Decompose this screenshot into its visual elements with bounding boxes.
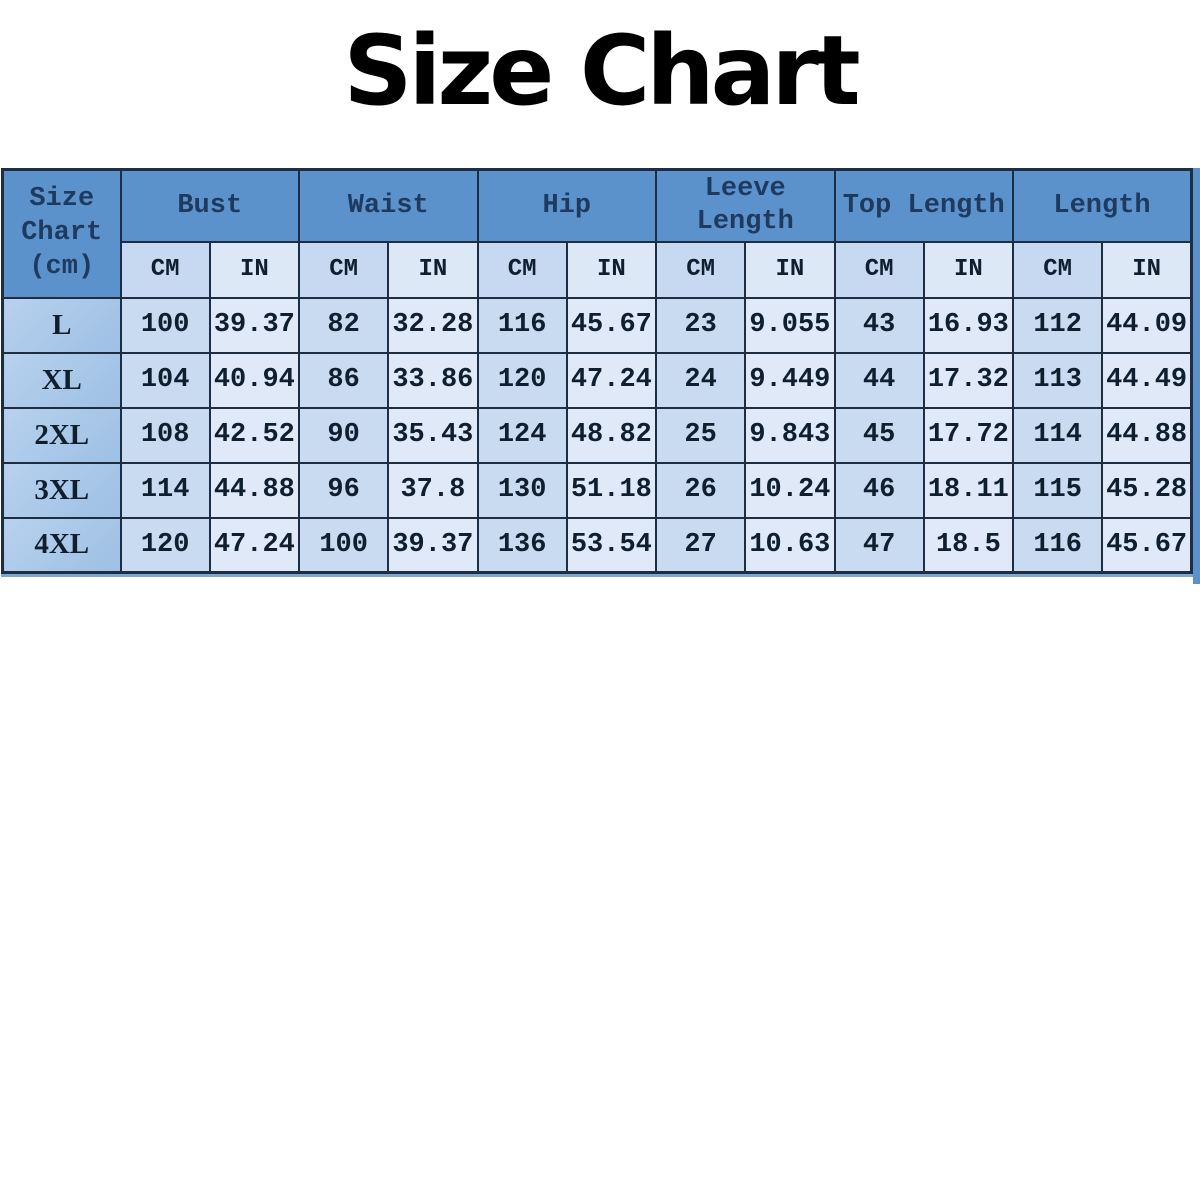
- data-cell: 96: [297, 461, 390, 519]
- table-units-row: CM IN CM IN CM IN CM IN CM IN CM IN: [3, 240, 1193, 299]
- data-cell: 40.94: [208, 351, 301, 409]
- unit-header-cm: CM: [833, 240, 925, 299]
- data-cell: 120: [119, 516, 211, 574]
- unit-header-in: IN: [208, 240, 301, 299]
- data-cell: 17.32: [922, 351, 1015, 409]
- data-cell: 35.43: [387, 406, 479, 464]
- data-cell: 23: [654, 296, 747, 354]
- unit-header-cm: CM: [654, 240, 747, 299]
- unit-header-cm: CM: [119, 240, 211, 299]
- data-cell: 46: [833, 461, 925, 519]
- data-cell: 116: [1011, 516, 1104, 574]
- data-cell: 43: [833, 296, 925, 354]
- data-cell: 47.24: [208, 516, 301, 574]
- data-cell: 44.49: [1101, 351, 1193, 409]
- data-cell: 18.5: [922, 516, 1015, 574]
- data-cell: 100: [119, 296, 211, 354]
- unit-header-cm: CM: [476, 240, 568, 299]
- unit-header-in: IN: [565, 240, 658, 299]
- data-cell: 9.843: [744, 406, 836, 464]
- data-cell: 130: [476, 461, 568, 519]
- page-title: Size Chart: [343, 15, 860, 127]
- data-cell: 33.86: [387, 351, 479, 409]
- data-cell: 9.449: [744, 351, 836, 409]
- data-cell: 45.67: [565, 296, 658, 354]
- data-cell: 44.88: [208, 461, 301, 519]
- data-cell: 120: [476, 351, 568, 409]
- data-cell: 124: [476, 406, 568, 464]
- data-cell: 82: [297, 296, 390, 354]
- data-cell: 44.88: [1101, 406, 1193, 464]
- size-label: 4XL: [1, 516, 122, 574]
- data-cell: 18.11: [922, 461, 1015, 519]
- data-cell: 47.24: [565, 351, 658, 409]
- data-cell: 42.52: [208, 406, 301, 464]
- table-row-2xl: 2XL 108 42.52 90 35.43 124 48.82 25 9.84…: [1, 406, 1193, 464]
- data-cell: 114: [1011, 406, 1104, 464]
- size-chart-table: Size Chart (cm) Bust Waist Hip Leeve Len…: [1, 168, 1193, 574]
- corner-header-size-chart-cm: Size Chart (cm): [1, 168, 122, 299]
- column-group-header-top-length: Top Length: [833, 168, 1014, 243]
- unit-header-cm: CM: [1011, 240, 1104, 299]
- table-header-row: Size Chart (cm) Bust Waist Hip Leeve Len…: [1, 168, 1193, 299]
- data-cell: 44.09: [1101, 296, 1193, 354]
- data-cell: 45.28: [1101, 461, 1193, 519]
- data-cell: 24: [654, 351, 747, 409]
- data-cell: 90: [297, 406, 390, 464]
- data-cell: 136: [476, 516, 568, 574]
- data-cell: 44: [833, 351, 925, 409]
- data-cell: 26: [654, 461, 747, 519]
- size-label: XL: [1, 351, 122, 409]
- column-group-header-leeve-length: Leeve Length: [655, 168, 836, 243]
- data-cell: 116: [476, 296, 568, 354]
- data-cell: 86: [297, 351, 390, 409]
- table-row-3xl: 3XL 114 44.88 96 37.8 130 51.18 26 10.24…: [1, 461, 1193, 519]
- data-cell: 16.93: [922, 296, 1015, 354]
- size-label: 3XL: [1, 461, 122, 519]
- table-right-edge-strip: [1193, 168, 1200, 584]
- data-cell: 53.54: [565, 516, 658, 574]
- data-cell: 39.37: [387, 516, 479, 574]
- column-group-header-bust: Bust: [119, 168, 300, 243]
- data-cell: 10.63: [744, 516, 836, 574]
- table-row-xl: XL 104 40.94 86 33.86 120 47.24 24 9.449…: [1, 351, 1193, 409]
- data-cell: 113: [1011, 351, 1104, 409]
- data-cell: 45: [833, 406, 925, 464]
- data-cell: 9.055: [744, 296, 836, 354]
- table-row-4xl: 4XL 120 47.24 100 39.37 136 53.54 27 10.…: [1, 516, 1193, 574]
- data-cell: 47: [833, 516, 925, 574]
- data-cell: 104: [119, 351, 211, 409]
- data-cell: 39.37: [208, 296, 301, 354]
- data-cell: 17.72: [922, 406, 1015, 464]
- size-label: L: [1, 296, 122, 354]
- data-cell: 51.18: [565, 461, 658, 519]
- column-group-header-length: Length: [1012, 168, 1193, 243]
- column-group-header-waist: Waist: [298, 168, 479, 243]
- data-cell: 45.67: [1101, 516, 1193, 574]
- table-row-l: L 100 39.37 82 32.28 116 45.67 23 9.055 …: [1, 296, 1193, 354]
- data-cell: 100: [297, 516, 390, 574]
- data-cell: 108: [119, 406, 211, 464]
- unit-header-in: IN: [387, 240, 479, 299]
- data-cell: 115: [1011, 461, 1104, 519]
- unit-header-in: IN: [922, 240, 1015, 299]
- unit-header-cm: CM: [297, 240, 390, 299]
- data-cell: 32.28: [387, 296, 479, 354]
- data-cell: 10.24: [744, 461, 836, 519]
- data-cell: 114: [119, 461, 211, 519]
- column-group-header-hip: Hip: [476, 168, 657, 243]
- unit-header-in: IN: [744, 240, 836, 299]
- data-cell: 48.82: [565, 406, 658, 464]
- unit-header-in: IN: [1101, 240, 1193, 299]
- data-cell: 27: [654, 516, 747, 574]
- size-label: 2XL: [1, 406, 122, 464]
- data-cell: 112: [1011, 296, 1104, 354]
- data-cell: 37.8: [387, 461, 479, 519]
- data-cell: 25: [654, 406, 747, 464]
